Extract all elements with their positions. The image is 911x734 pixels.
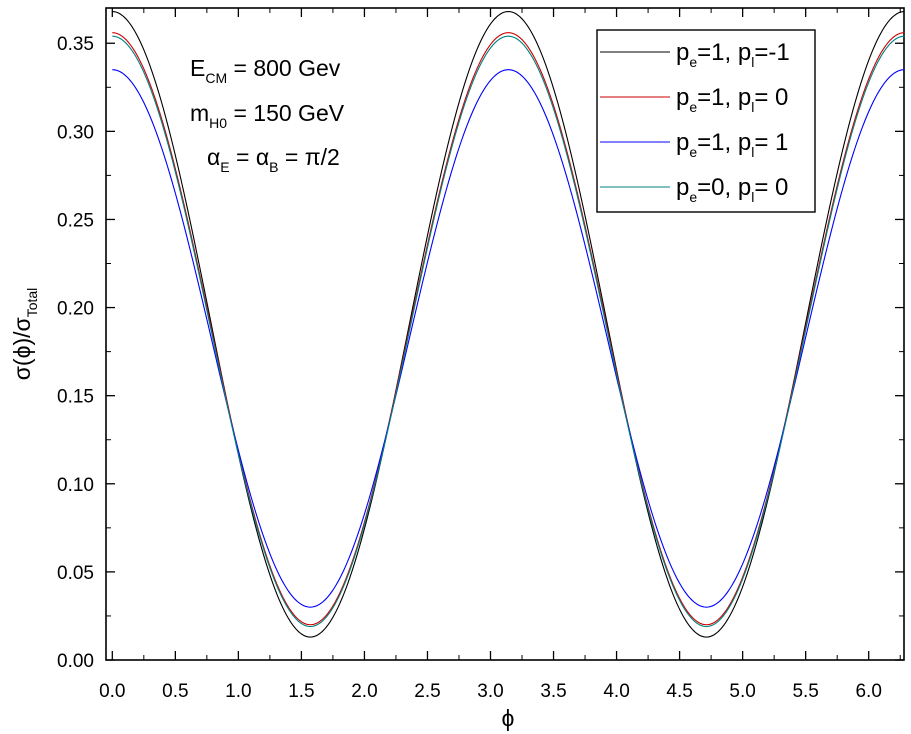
legend-label-0: pe=1, pl=-1 xyxy=(676,39,790,70)
x-tick-label: 3.0 xyxy=(477,681,503,702)
x-tick-label: 2.5 xyxy=(414,681,440,702)
x-tick-label: 0.0 xyxy=(99,681,125,702)
legend-box xyxy=(596,29,816,213)
x-tick-label: 2.0 xyxy=(351,681,377,702)
x-tick-label: 0.5 xyxy=(162,681,188,702)
y-tick-label: 0.35 xyxy=(57,34,94,55)
y-tick-label: 0.10 xyxy=(57,475,94,496)
y-tick-label: 0.00 xyxy=(57,651,94,672)
x-axis-title: ϕ xyxy=(502,705,515,731)
legend-label-1: pe=1, pl= 0 xyxy=(676,84,788,115)
legend-label-2: pe=1, pl= 1 xyxy=(676,129,788,160)
y-axis-title: σ(ϕ)/σTotal xyxy=(9,288,40,381)
x-tick-label: 4.0 xyxy=(603,681,629,702)
legend-label-3: pe=0, pl= 0 xyxy=(676,174,788,205)
x-tick-label: 1.5 xyxy=(288,681,314,702)
x-tick-label: 5.0 xyxy=(729,681,755,702)
x-tick-label: 6.0 xyxy=(855,681,881,702)
series-line-3 xyxy=(112,35,905,628)
plot-frame xyxy=(105,7,905,661)
y-tick-label: 0.05 xyxy=(57,563,94,584)
annotation-higgs-mass: mH0 = 150 GeV xyxy=(190,100,345,131)
x-tick-label: 3.5 xyxy=(540,681,566,702)
x-tick-label: 5.5 xyxy=(792,681,818,702)
y-tick-label: 0.25 xyxy=(57,210,94,231)
series-group xyxy=(112,10,905,638)
x-tick-label: 1.0 xyxy=(225,681,251,702)
annotation-alpha: αE = αB = π/2 xyxy=(207,144,340,175)
axis-ticks: 0.0 0.5 1.0 1.5 2.0 2.5 3.0 3.5 4.0 4.5 5.0 5.5 6.0 0… xyxy=(57,8,904,702)
legend: pe=1, pl=-1 pe=1, pl= 0 pe=1, pl= 1 pe=0… xyxy=(596,29,816,213)
annotation-energy: ECM = 800 Gev xyxy=(190,55,341,86)
series-line-2 xyxy=(112,69,905,608)
y-tick-label: 0.20 xyxy=(57,299,94,320)
y-tick-label: 0.15 xyxy=(57,387,94,408)
y-tick-label: 0.30 xyxy=(57,122,94,143)
x-tick-label: 4.5 xyxy=(666,681,692,702)
